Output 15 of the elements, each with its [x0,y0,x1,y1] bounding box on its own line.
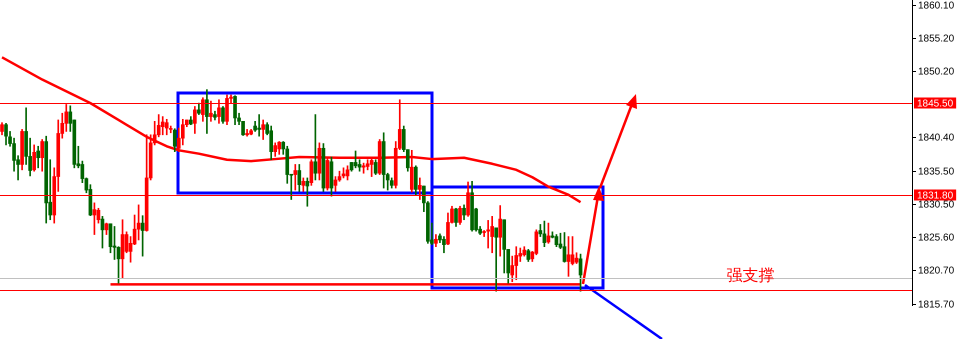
y-tick-label: 1860.10 [918,0,955,12]
y-tick-label: 1820.70 [918,265,955,276]
y-tick-label: 1840.40 [918,132,955,144]
ref-line-label: 1845.50 [917,98,954,110]
y-tick-label: 1825.60 [918,232,955,244]
ref-line-label: 1831.80 [917,190,954,202]
candlestick [566,236,570,277]
annotation: 强支撑 [726,266,775,284]
y-tick-label: 1855.20 [918,33,955,44]
candlestick [354,150,358,168]
y-tick-label: 1835.50 [918,166,955,178]
y-tick-label: 1850.20 [918,66,955,78]
y-tick-label: 1830.50 [918,199,955,210]
candlestick [342,168,346,178]
y-tick-label: 1815.70 [918,299,955,310]
